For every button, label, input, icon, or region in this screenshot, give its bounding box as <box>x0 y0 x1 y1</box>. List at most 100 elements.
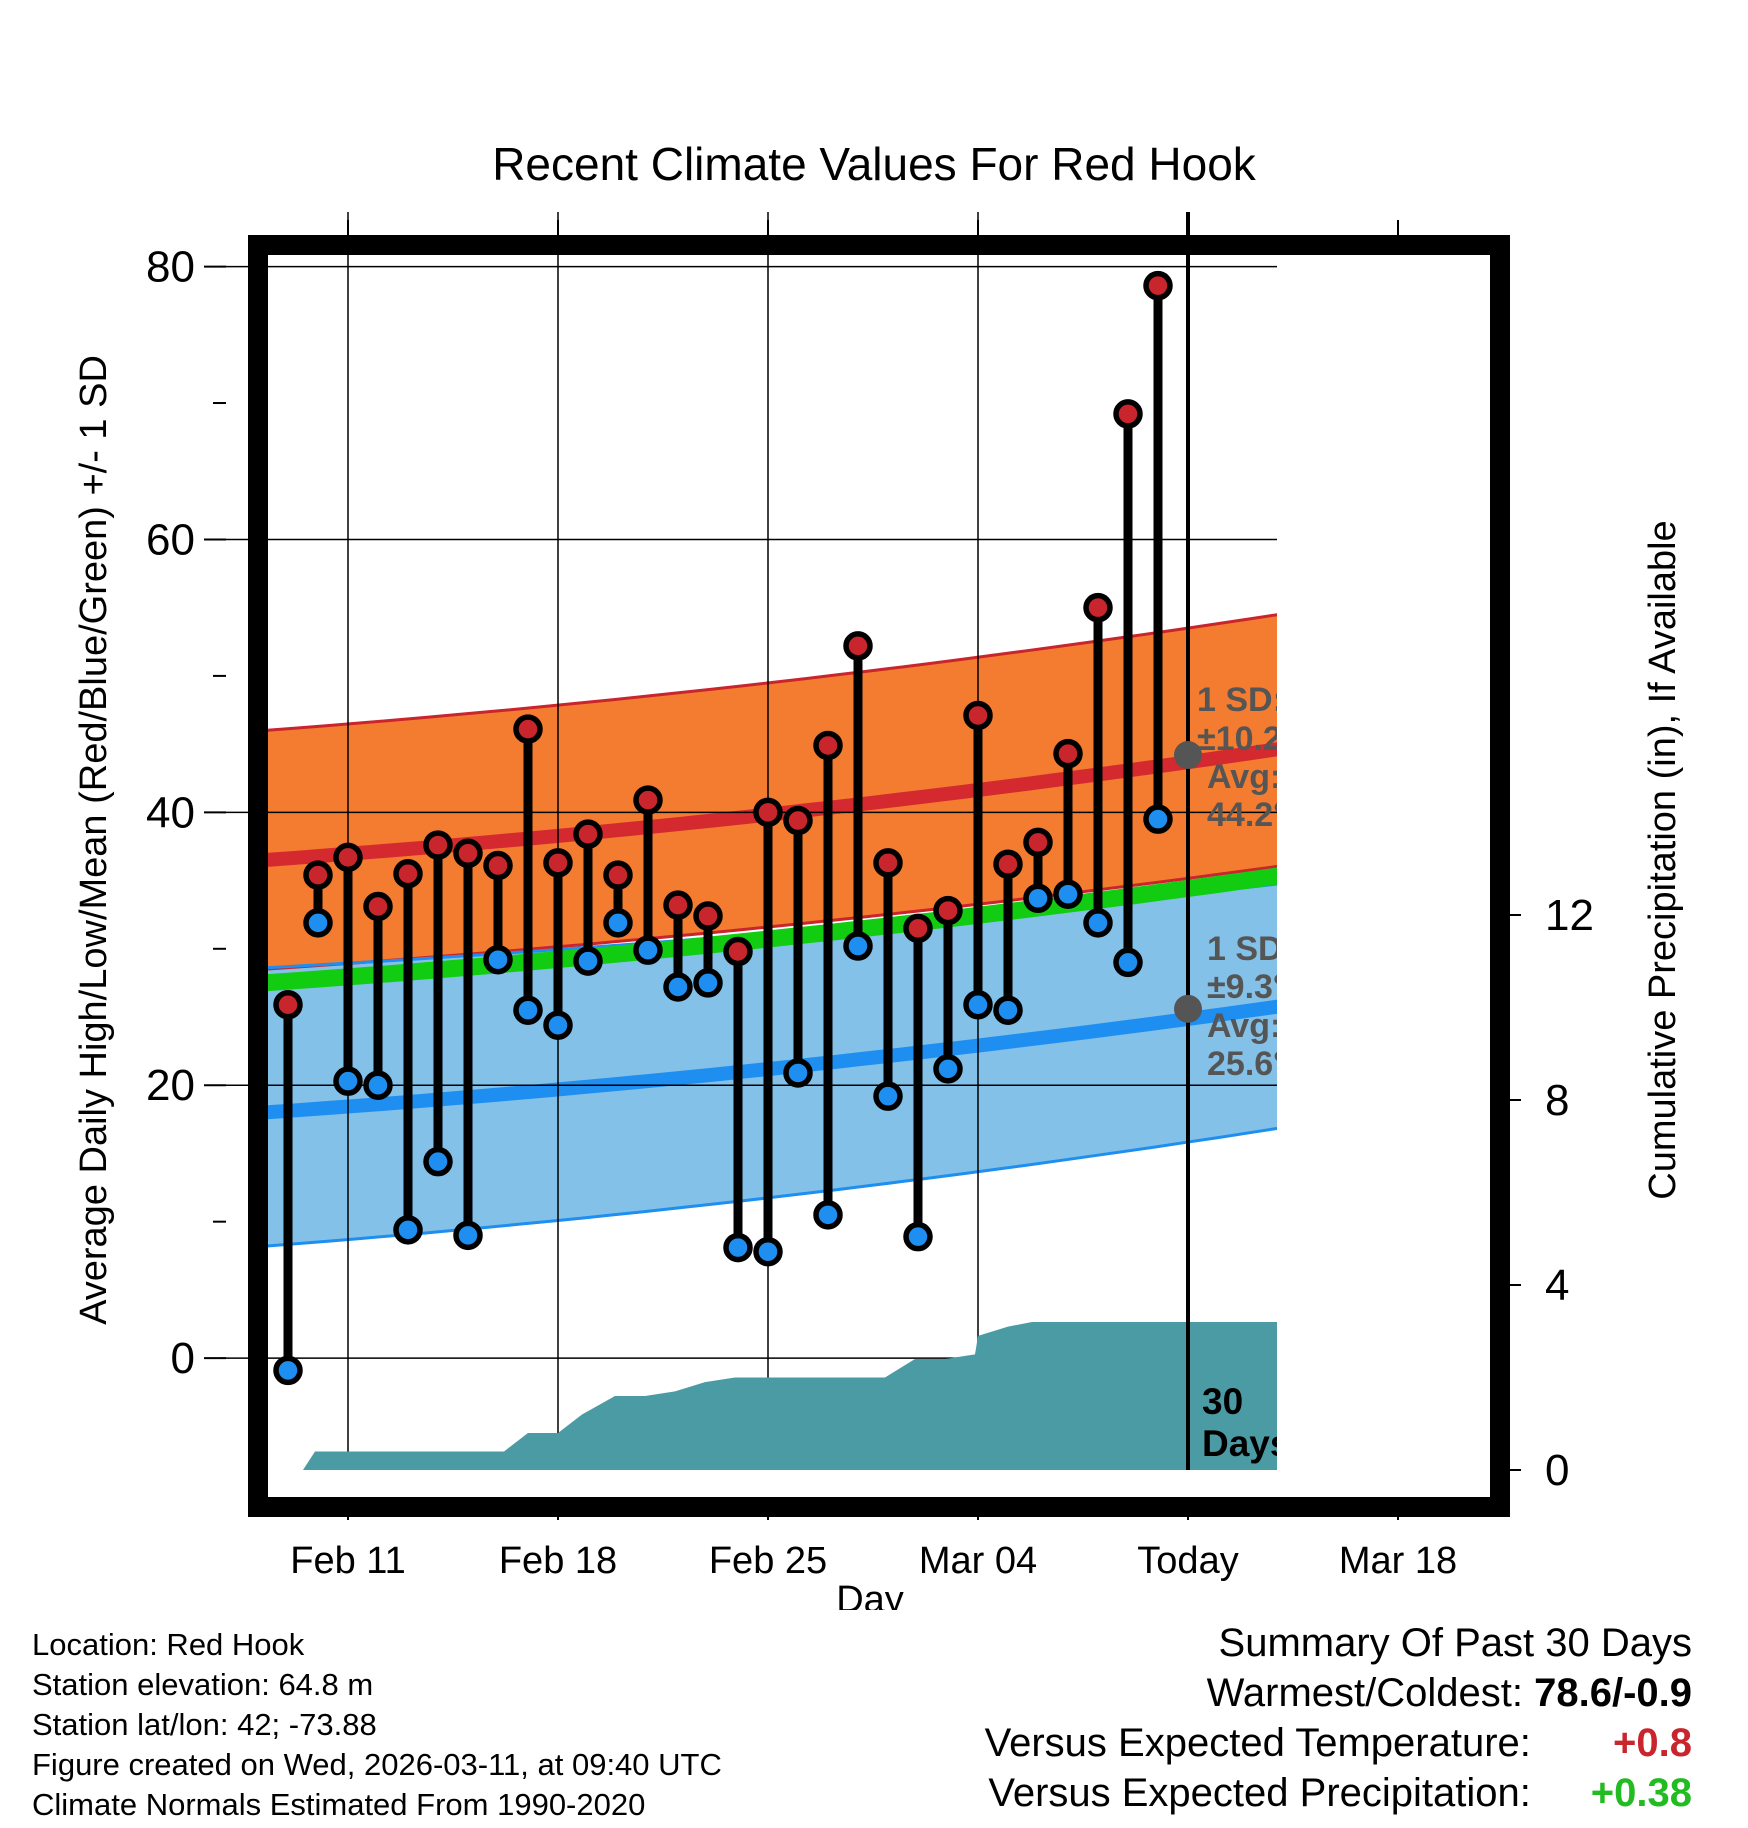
high-point <box>753 797 783 828</box>
low-point <box>453 1220 483 1251</box>
temp-value: +0.8 <box>1613 1721 1692 1765</box>
low-sd-label: 1 SD: <box>1207 930 1294 968</box>
low-point <box>393 1215 423 1245</box>
low-point <box>783 1058 813 1088</box>
high-point <box>273 989 303 1020</box>
high-point <box>513 714 543 744</box>
y2-tick-label: 4 <box>1545 1261 1569 1310</box>
low-point <box>603 908 633 938</box>
high-point <box>1083 592 1113 623</box>
y-axis-label: Average Daily High/Low/Mean (Red/Blue/Gr… <box>73 355 115 1325</box>
high-sd-band <box>264 614 1277 970</box>
high-sd-label: 1 SD: <box>1197 681 1284 719</box>
high-point <box>603 860 633 890</box>
low-point <box>843 931 873 961</box>
warmest-label: Warmest/Coldest: <box>1206 1671 1523 1715</box>
high-sd-lower-line <box>263 864 1277 971</box>
warmest-value: 78.6/-0.9 <box>1534 1671 1692 1715</box>
days-count: 30 <box>1202 1381 1243 1422</box>
low-point <box>933 1054 963 1084</box>
high-point <box>993 849 1023 879</box>
high-point <box>963 700 993 731</box>
low-point <box>543 1010 573 1040</box>
x-tick-label: Mar 18 <box>1339 1540 1457 1582</box>
low-point <box>333 1066 363 1096</box>
x-tick-label: Mar 04 <box>919 1540 1037 1582</box>
low-point <box>1143 804 1173 834</box>
low-point <box>1023 883 1053 914</box>
high-point <box>663 890 693 920</box>
high-point <box>573 819 603 849</box>
y2-tick-label: 8 <box>1545 1076 1569 1125</box>
high-point <box>813 730 843 761</box>
climate-chart: Recent Climate Values For Red Hook 1 SD:… <box>73 138 1684 1610</box>
normals-text: Climate Normals Estimated From 1990-2020 <box>32 1787 646 1822</box>
low-sd-value: ±9.3°F <box>1207 968 1307 1006</box>
temp-label: Versus Expected Temperature: <box>984 1721 1531 1765</box>
low-point <box>273 1355 303 1386</box>
low-point <box>813 1200 843 1230</box>
high-point <box>1053 738 1083 769</box>
low-point <box>753 1236 783 1267</box>
plot-frame <box>248 235 1510 1517</box>
low-avg-value: 25.6°F <box>1207 1045 1308 1083</box>
low-point <box>1083 908 1113 938</box>
summary-title: Summary Of Past 30 Days <box>1218 1621 1692 1665</box>
low-point <box>873 1081 903 1111</box>
location-text: Location: Red Hook <box>32 1627 305 1662</box>
latlon-text: Station lat/lon: 42; -73.88 <box>32 1707 377 1742</box>
high-point <box>903 913 933 944</box>
x-axis-label: Day <box>836 1579 904 1610</box>
low-point <box>423 1146 453 1177</box>
y-tick-label: 80 <box>146 243 195 292</box>
elevation-text: Station elevation: 64.8 m <box>32 1667 374 1702</box>
station-info: Location: Red Hook Station elevation: 64… <box>32 1625 722 1825</box>
y-tick-label: 20 <box>146 1061 195 1110</box>
high-sd-upper-line <box>263 613 1277 732</box>
high-point <box>693 901 723 931</box>
high-point <box>1113 399 1143 429</box>
high-point <box>1023 827 1053 858</box>
low-point <box>573 946 603 976</box>
chart-title: Recent Climate Values For Red Hook <box>492 138 1257 190</box>
high-point <box>783 805 813 836</box>
high-point <box>453 838 483 869</box>
days-label: Days <box>1202 1423 1290 1464</box>
low-point <box>903 1221 933 1252</box>
low-point <box>963 989 993 1020</box>
x-tick-label: Feb 25 <box>709 1540 827 1582</box>
low-point <box>663 972 693 1002</box>
high-point <box>843 631 873 661</box>
x-tick-label: Feb 18 <box>499 1540 617 1582</box>
low-point <box>1053 879 1083 909</box>
precip-label: Versus Expected Precipitation: <box>988 1771 1531 1815</box>
low-point <box>993 995 1023 1025</box>
high-avg-label: Avg: <box>1207 758 1281 796</box>
low-point <box>303 908 333 938</box>
x-tick-label: Feb 11 <box>290 1540 405 1582</box>
low-point <box>483 944 513 975</box>
created-text: Figure created on Wed, 2026-03-11, at 09… <box>32 1747 722 1782</box>
x-tick-label: Today <box>1137 1540 1238 1582</box>
high-point <box>933 895 963 926</box>
high-point <box>723 936 753 967</box>
y2-axis-label: Cumulative Precipitation (in), If Availa… <box>1642 520 1684 1199</box>
low-point <box>513 995 543 1025</box>
high-avg-marker <box>1174 741 1202 770</box>
precip-value: +0.38 <box>1590 1771 1692 1815</box>
low-point <box>363 1070 393 1100</box>
high-point <box>873 848 903 878</box>
high-point <box>1143 270 1173 301</box>
high-point <box>543 848 573 878</box>
y2-tick-label: 12 <box>1545 891 1594 940</box>
low-avg-marker <box>1174 994 1202 1023</box>
high-sd-value: ±10.2°F <box>1197 720 1316 758</box>
high-point <box>423 830 453 860</box>
high-point <box>333 842 363 873</box>
y2-tick-label: 0 <box>1545 1446 1569 1495</box>
high-point <box>483 850 513 881</box>
mean-line <box>263 867 1277 992</box>
high-point <box>393 858 423 889</box>
high-point <box>633 785 663 815</box>
